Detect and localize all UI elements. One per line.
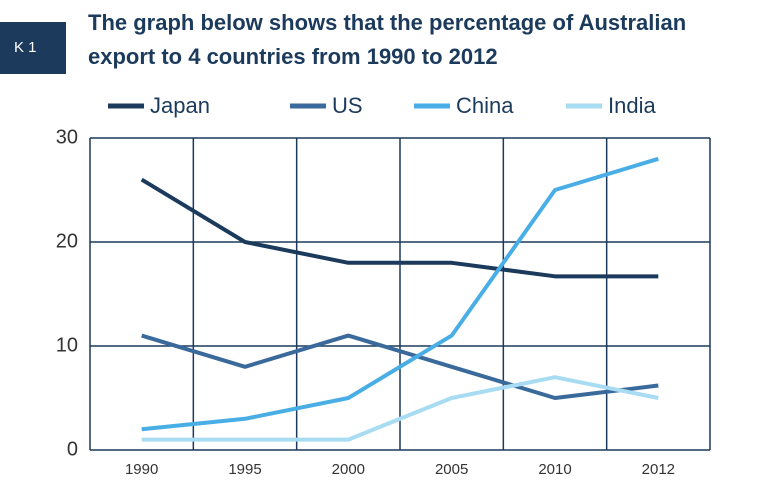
legend-label: India: [608, 93, 656, 118]
badge: K 1: [0, 22, 66, 74]
series-line: [141, 333, 659, 400]
y-tick-label: 20: [56, 230, 78, 252]
chart-title: The graph below shows that the percentag…: [88, 10, 687, 69]
series-line: [140, 177, 659, 279]
x-tick-label: 2010: [538, 461, 571, 478]
legend-label: US: [332, 93, 363, 118]
x-tick-label: 2005: [435, 461, 468, 478]
series-line: [141, 156, 659, 432]
y-tick-label: 0: [67, 438, 78, 460]
x-tick-label: 1990: [125, 461, 158, 478]
x-tick-label: 2012: [642, 461, 675, 478]
legend-label: China: [456, 93, 514, 118]
x-tick-label: 2000: [332, 461, 365, 478]
y-tick-label: 30: [56, 126, 78, 148]
series-line: [141, 375, 659, 442]
legend-label: Japan: [150, 93, 210, 118]
y-tick-label: 10: [56, 334, 78, 356]
x-tick-label: 1995: [228, 461, 261, 478]
